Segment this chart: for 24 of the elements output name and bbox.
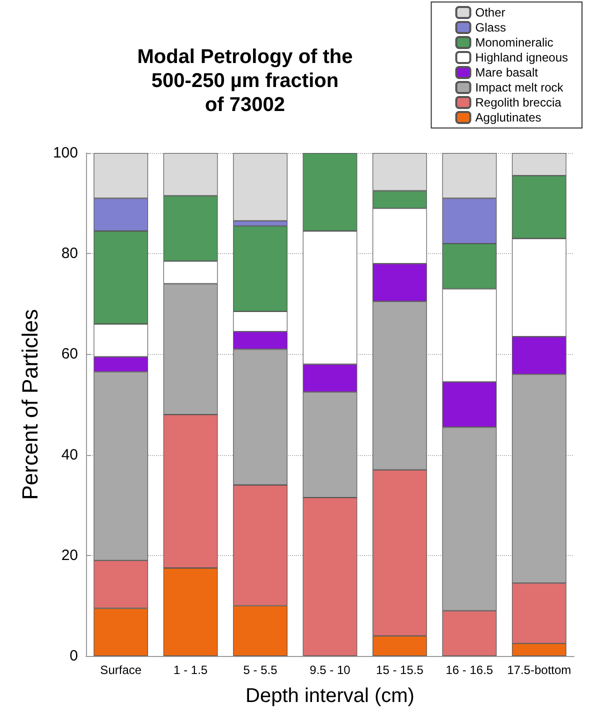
y-axis-title: Percent of Particles: [18, 309, 42, 500]
x-tick-label: 5 - 5.5: [243, 663, 278, 677]
y-tick-label: 40: [61, 446, 78, 464]
y-tick-label: 20: [61, 546, 78, 564]
y-tick-label: 100: [52, 144, 78, 162]
legend-label: Regolith breccia: [475, 96, 562, 110]
y-tick-label: 60: [61, 346, 78, 363]
legend-label: Highland igneous: [475, 50, 568, 64]
legend-label: Agglutinates: [475, 110, 542, 124]
legend-label: Other: [475, 6, 506, 20]
x-tick-label: 15 - 15.5: [376, 663, 424, 677]
legend-label: Mare basalt: [475, 66, 539, 80]
legend-label: Glass: [475, 20, 506, 34]
x-tick-label: 1 - 1.5: [174, 663, 208, 677]
x-tick-label: Surface: [100, 663, 142, 677]
x-tick-label: 17.5-bottom: [507, 663, 572, 677]
x-tick-label: 16 - 16.5: [446, 663, 494, 677]
legend-label: Monomineralic: [475, 36, 554, 50]
y-tick-label: 80: [61, 245, 78, 262]
x-axis-title: Depth interval (cm): [246, 685, 414, 707]
legend-label: Impact melt rock: [475, 80, 564, 94]
y-tick-label: 0: [70, 648, 78, 664]
chart-title: Modal Petrology of the 500-250 µm fraction of 73002: [137, 46, 353, 116]
x-tick-label: 9.5 - 10: [310, 663, 351, 677]
